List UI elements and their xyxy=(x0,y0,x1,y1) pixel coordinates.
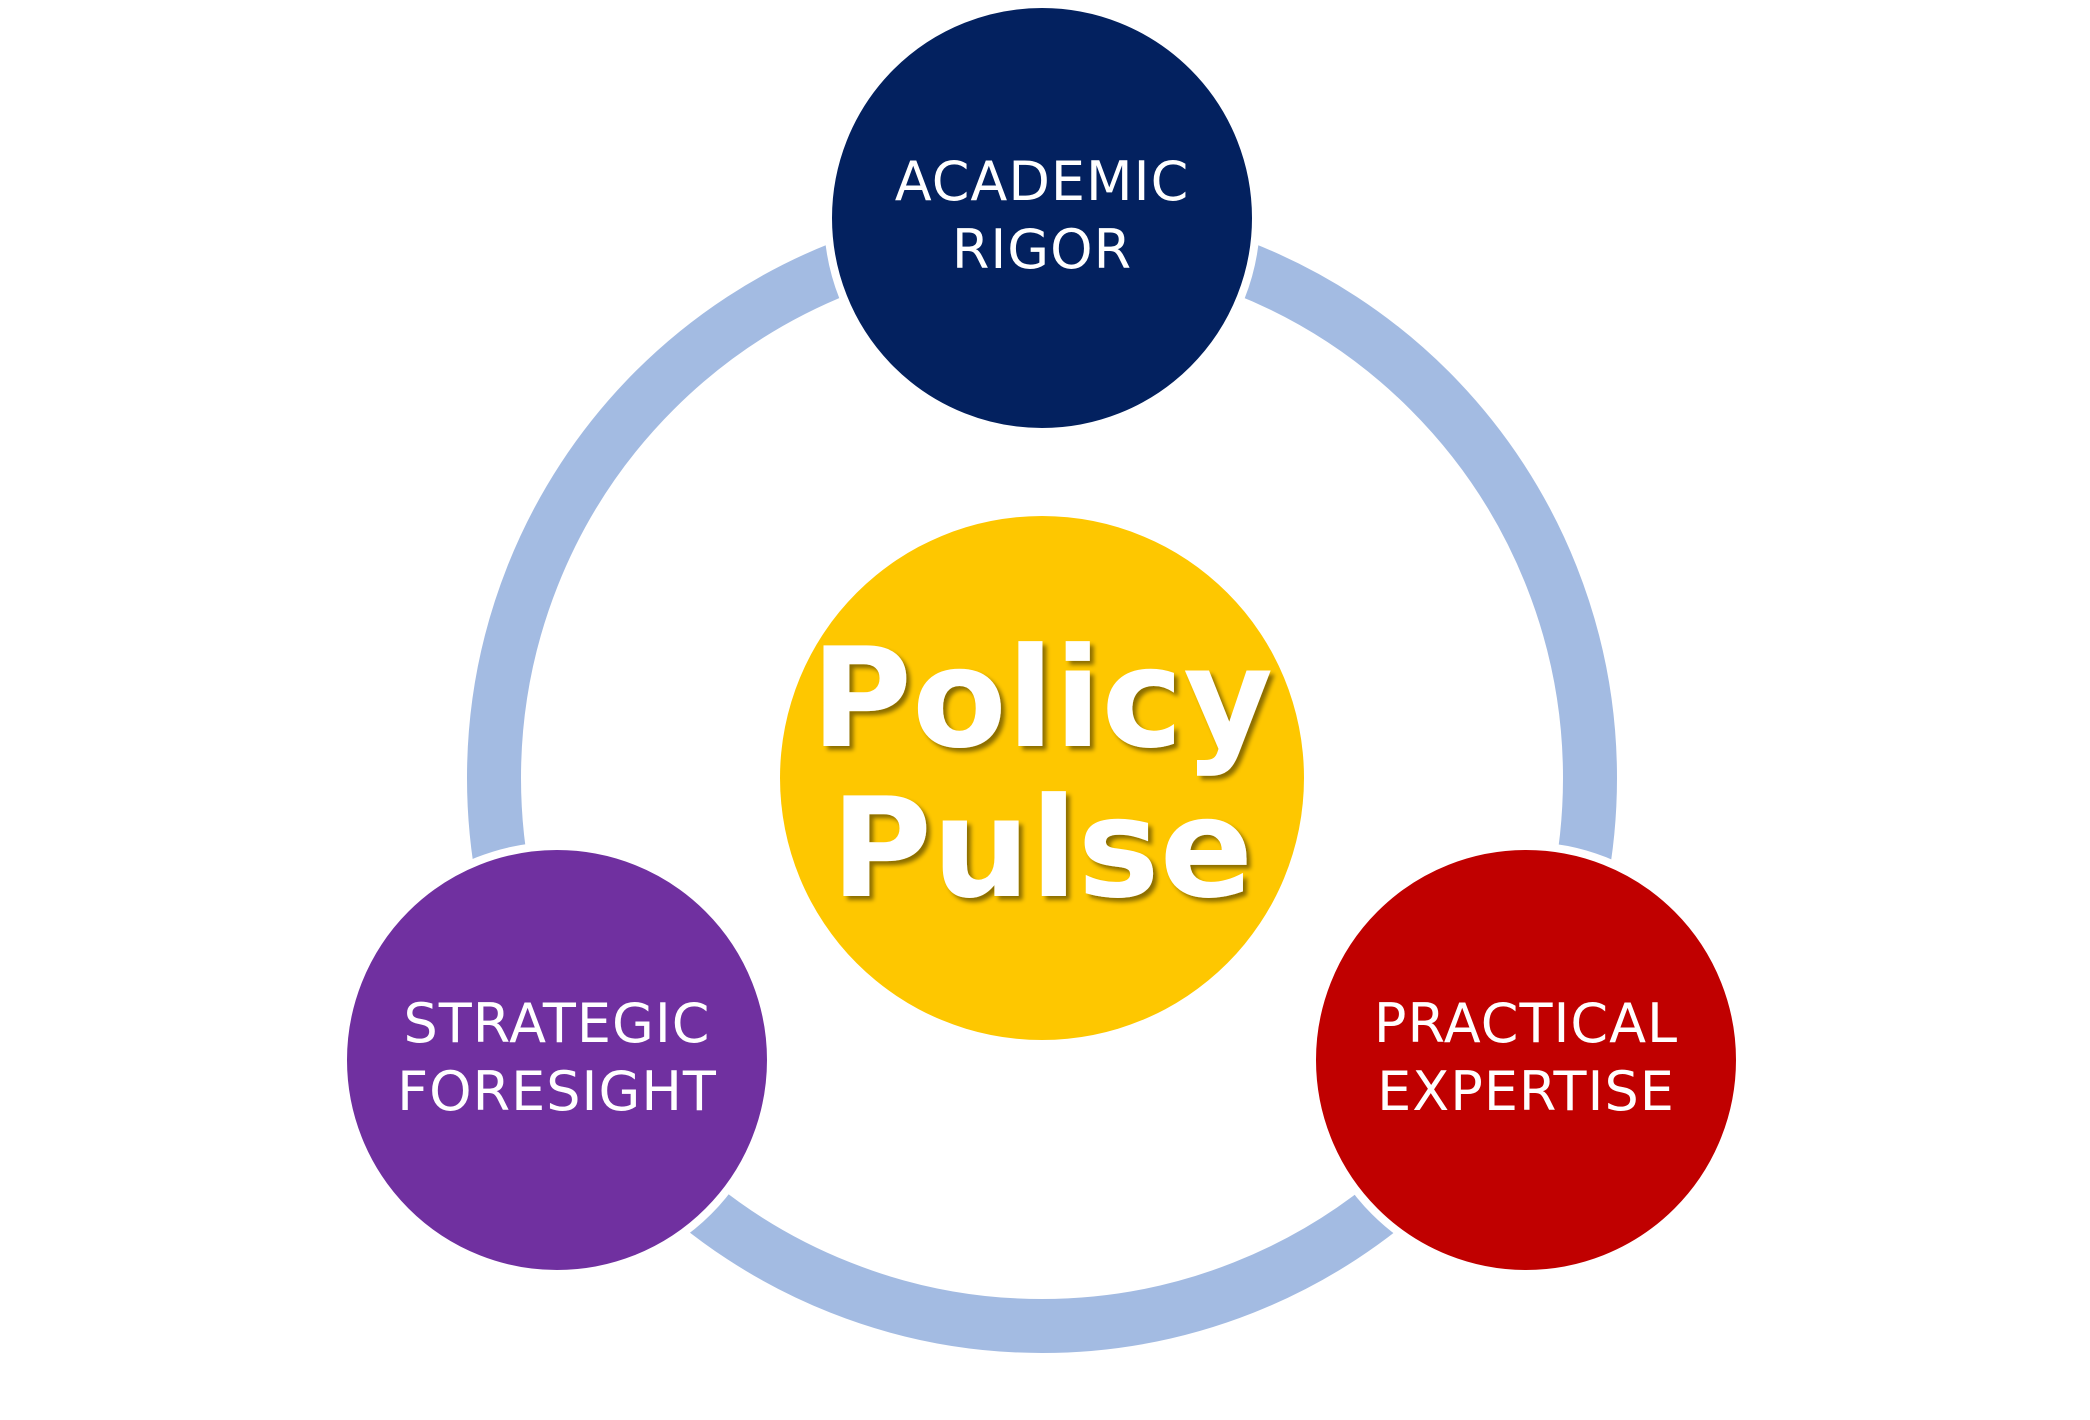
node-practical-expertise: PRACTICAL EXPERTISE xyxy=(1308,842,1744,1278)
academic-rigor-circle xyxy=(824,0,1260,436)
strategic-foresight-circle xyxy=(339,842,775,1278)
center-label-line2: Pulse xyxy=(831,768,1253,929)
center-circle xyxy=(780,516,1304,1040)
practical-expertise-label-line2: EXPERTISE xyxy=(1377,1060,1675,1123)
practical-expertise-label-line1: PRACTICAL xyxy=(1374,992,1678,1055)
strategic-foresight-label-line1: STRATEGIC xyxy=(404,992,711,1055)
center-label-line1: Policy xyxy=(811,618,1273,779)
strategic-foresight-label-line2: FORESIGHT xyxy=(397,1060,717,1123)
center-node: Policy Pulse xyxy=(780,516,1304,1040)
academic-rigor-label-line1: ACADEMIC xyxy=(895,150,1190,213)
node-strategic-foresight: STRATEGIC FORESIGHT xyxy=(339,842,775,1278)
practical-expertise-circle xyxy=(1308,842,1744,1278)
academic-rigor-label-line2: RIGOR xyxy=(952,218,1132,281)
node-academic-rigor: ACADEMIC RIGOR xyxy=(824,0,1260,436)
